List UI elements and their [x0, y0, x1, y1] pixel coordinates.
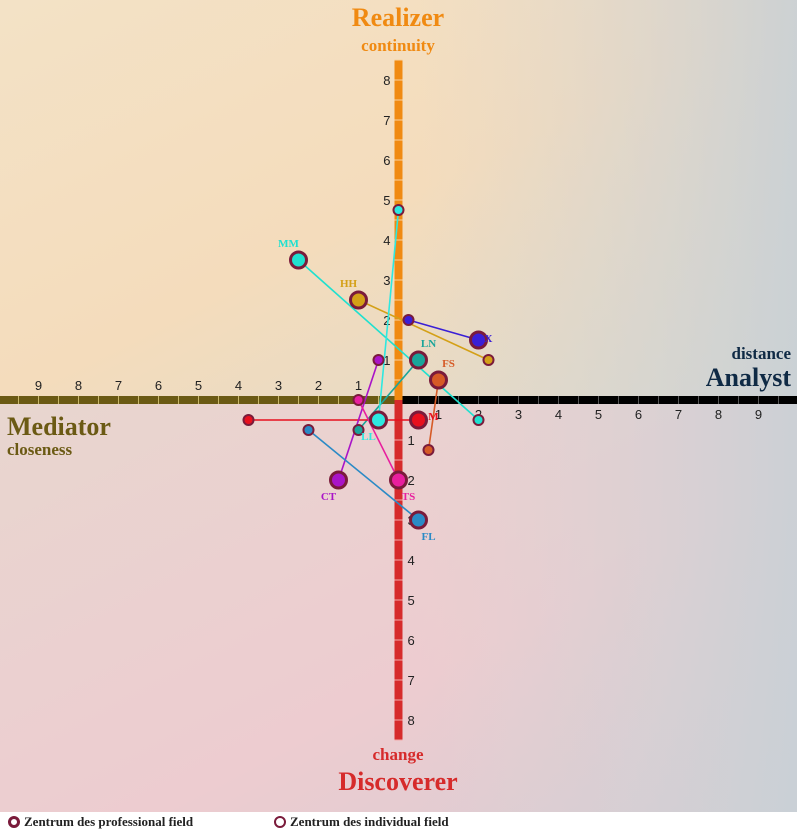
y-tick-label: 8 — [383, 73, 390, 88]
point-label-LL: LL — [361, 431, 376, 443]
y-tick-label: 3 — [383, 273, 390, 288]
point-professional-LN — [409, 350, 428, 370]
legend-label-professional: Zentrum des professional field — [24, 814, 194, 829]
y-axis-top — [394, 60, 403, 400]
x-tick-label: 6 — [635, 407, 642, 422]
x-tick-label: 4 — [555, 407, 562, 422]
point-label-FL: FL — [421, 531, 435, 543]
x-axis-left — [0, 396, 399, 404]
point-professional-X — [469, 330, 488, 350]
y-tick-label: 1 — [383, 353, 390, 368]
x-tick-label: 3 — [515, 407, 522, 422]
point-individual-M — [242, 414, 255, 426]
link-FL — [307, 429, 420, 521]
individual-ring-icon — [274, 816, 286, 828]
y-tick-label: 7 — [383, 113, 390, 128]
point-individual-FS — [422, 444, 435, 456]
y-axis-bottom — [394, 400, 403, 740]
left-subtitle: closeness — [7, 440, 73, 459]
point-labels: MM HH LN FS LL M CT TS FL X — [278, 238, 492, 543]
x-tick-label: 1 — [435, 407, 442, 422]
y-tick-label: 8 — [408, 713, 415, 728]
point-label-X: X — [485, 333, 493, 345]
y-tick-label: 6 — [408, 633, 415, 648]
point-professional-LL — [369, 410, 388, 430]
point-individual-LN — [352, 424, 365, 436]
link-LL — [377, 209, 400, 421]
point-label-M: M — [428, 411, 439, 423]
point-professional-FL — [409, 510, 428, 530]
top-subtitle: continuity — [361, 36, 435, 55]
top-title: Realizer — [352, 3, 444, 32]
point-label-HH: HH — [340, 278, 358, 290]
x-tick-label: 1 — [355, 378, 362, 393]
x-tick-label: 2 — [315, 378, 322, 393]
link-TS — [357, 399, 400, 481]
x-tick-label: 7 — [115, 378, 122, 393]
right-subtitle: distance — [732, 344, 792, 363]
y-tick-label: 7 — [408, 673, 415, 688]
x-axis-right — [398, 396, 797, 404]
data-points — [242, 204, 495, 530]
point-individual-MM — [472, 414, 485, 426]
axes — [0, 59, 797, 741]
y-tick-label: 4 — [383, 233, 390, 248]
y-tick-label: 4 — [408, 553, 415, 568]
x-tick-label: 5 — [595, 407, 602, 422]
point-label-TS: TS — [402, 491, 415, 503]
point-label-LN: LN — [421, 338, 436, 350]
y-tick-label: 5 — [383, 193, 390, 208]
legend-item-individual: Zentrum des individual field — [274, 814, 449, 830]
legend-label-individual: Zentrum des individual field — [290, 814, 449, 829]
point-individual-TS — [352, 394, 365, 406]
bottom-subtitle: change — [373, 745, 424, 764]
x-tick-label: 3 — [275, 378, 282, 393]
point-individual-HH — [482, 354, 495, 366]
link-MM — [297, 259, 480, 421]
point-individual-LL — [392, 204, 405, 216]
x-tick-label: 8 — [715, 407, 722, 422]
point-professional-HH — [349, 290, 368, 310]
professional-ring-icon — [8, 816, 20, 828]
x-tick-label: 6 — [155, 378, 162, 393]
y-tick-label: 5 — [408, 593, 415, 608]
point-label-FS: FS — [442, 358, 455, 370]
y-tick-label: 1 — [408, 433, 415, 448]
link-X — [408, 319, 479, 341]
legend: Zentrum des professional field Zentrum d… — [8, 814, 788, 834]
x-tick-label: 5 — [195, 378, 202, 393]
x-tick-label: 9 — [755, 407, 762, 422]
point-professional-FS — [429, 370, 448, 390]
y-tick-label: 2 — [408, 473, 415, 488]
point-label-CT: CT — [321, 491, 337, 503]
point-individual-FL — [302, 424, 315, 436]
bottom-title: Discoverer — [338, 767, 457, 796]
point-professional-MM — [289, 250, 308, 270]
quadrant-chart: 9876543211234567891234567812345678 MMHHL… — [0, 0, 797, 812]
legend-item-professional: Zentrum des professional field — [8, 814, 193, 830]
x-tick-label: 9 — [35, 378, 42, 393]
point-individual-CT — [372, 354, 385, 366]
link-FS — [427, 379, 440, 451]
point-label-MM: MM — [278, 238, 299, 250]
background-right — [420, 0, 797, 812]
x-tick-label: 7 — [675, 407, 682, 422]
right-title: Analyst — [706, 363, 792, 392]
point-professional-CT — [329, 470, 348, 490]
x-tick-label: 4 — [235, 378, 242, 393]
y-tick-label: 6 — [383, 153, 390, 168]
point-professional-M — [409, 410, 428, 430]
connection-lines — [248, 209, 489, 521]
left-title: Mediator — [7, 412, 111, 441]
x-tick-label: 8 — [75, 378, 82, 393]
y-tick-label: 2 — [383, 313, 390, 328]
point-individual-X — [402, 314, 415, 326]
link-HH — [358, 299, 489, 361]
point-professional-TS — [389, 470, 408, 490]
